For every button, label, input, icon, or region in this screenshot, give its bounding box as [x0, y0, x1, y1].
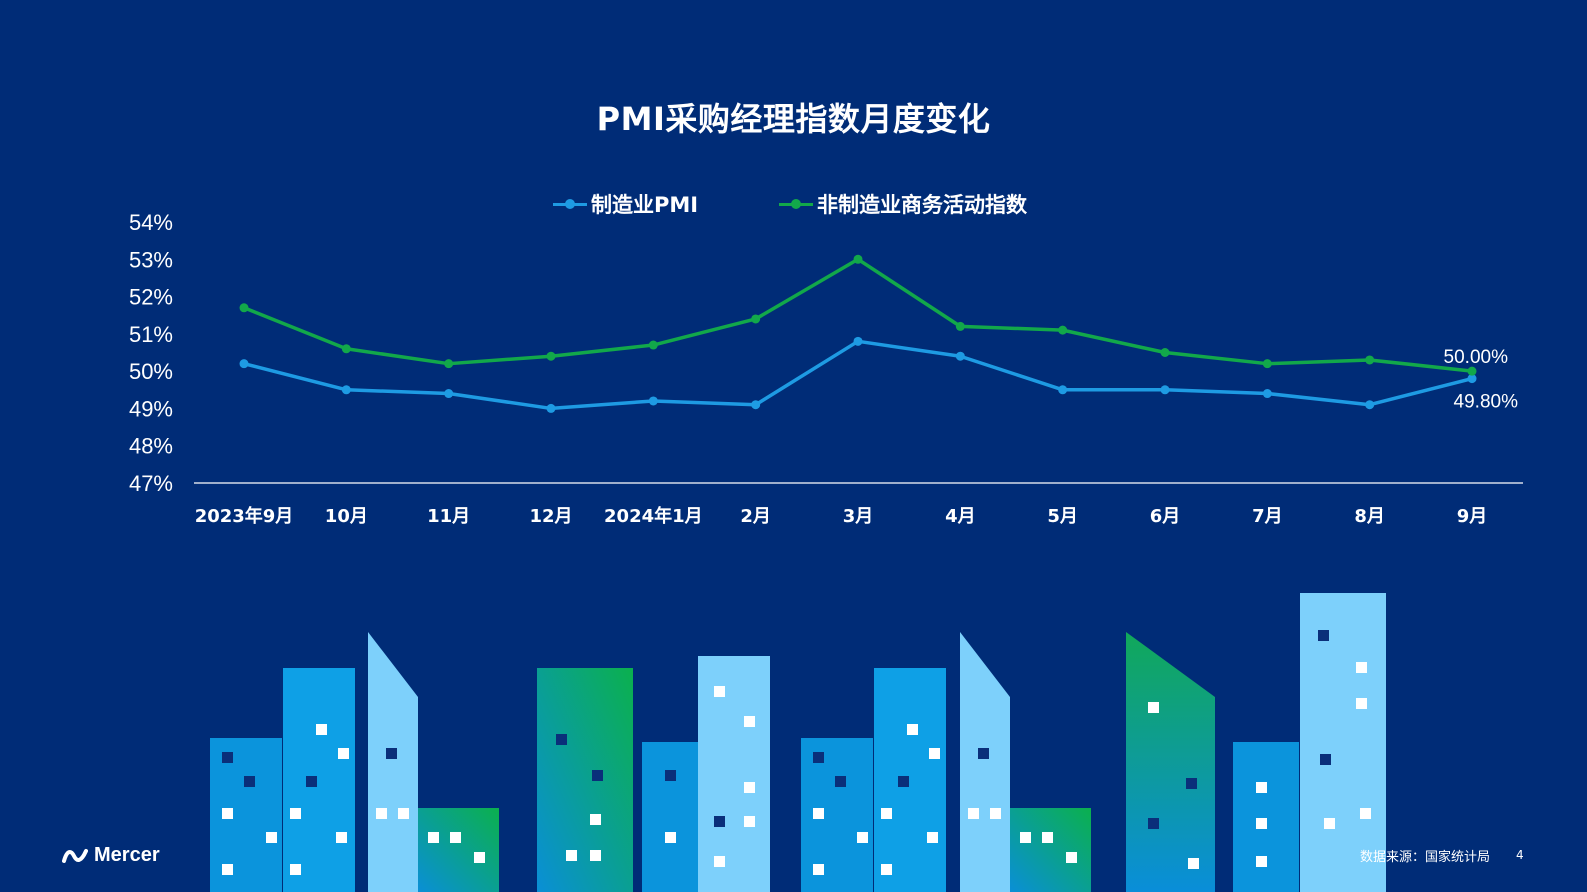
y-tick-label: 50%	[129, 359, 173, 384]
data-point	[1467, 374, 1477, 384]
data-point	[1058, 325, 1068, 335]
data-point	[1365, 355, 1375, 365]
x-tick-label: 3月	[843, 506, 874, 527]
end-labels: 49.80% 50.00%	[1444, 347, 1519, 412]
end-value-label: 50.00%	[1444, 347, 1509, 368]
legend-item-manufacturing: 制造业PMI	[553, 188, 698, 220]
legend-marker-manufacturing	[553, 199, 587, 209]
data-point	[1160, 348, 1170, 357]
data-point	[751, 314, 761, 324]
y-tick-label: 48%	[129, 434, 173, 459]
data-point	[546, 351, 556, 361]
data-point	[1262, 359, 1272, 369]
x-tick-label: 6月	[1150, 506, 1181, 527]
page-number: 4	[1516, 848, 1524, 862]
x-tick-label: 8月	[1354, 506, 1385, 527]
series-lines	[243, 257, 1473, 411]
data-point	[648, 340, 658, 350]
data-point	[444, 389, 454, 399]
x-axis-ticks: 2023年9月 10月 11月 12月 2024年1月 2月 3月 4月 5月 6月 7月 8月 9月	[195, 505, 1488, 527]
mercer-wordmark: Mercer	[94, 844, 160, 866]
data-point	[1467, 366, 1477, 376]
y-tick-label: 51%	[129, 322, 173, 347]
legend-label-non-manufacturing: 非制造业商务活动指数	[817, 193, 1027, 217]
chart-legend: 制造业PMI 非制造业商务活动指数	[0, 188, 1587, 220]
data-point	[1262, 389, 1272, 399]
y-tick-label: 47%	[129, 471, 173, 496]
data-point	[546, 403, 556, 413]
city-skyline-illustration	[210, 593, 1386, 892]
y-tick-label: 52%	[129, 285, 173, 310]
pmi-line-chart: 54% 53% 52% 51% 50% 49% 48% 47% 2023年9月 10月 11月 12…	[129, 210, 1523, 527]
x-tick-label: 9月	[1457, 506, 1488, 527]
data-source-note: 数据来源：国家统计局	[1360, 850, 1491, 865]
y-axis-ticks: 54% 53% 52% 51% 50% 49% 48% 47%	[129, 210, 173, 496]
end-value-label: 49.80%	[1454, 392, 1519, 413]
data-point	[955, 321, 965, 331]
x-tick-label: 2023年9月	[195, 505, 294, 527]
data-point	[751, 400, 761, 410]
y-tick-label: 53%	[129, 247, 173, 272]
data-point	[444, 359, 454, 369]
legend-label-manufacturing: 制造业PMI	[591, 193, 699, 217]
series-points	[239, 254, 1477, 413]
x-tick-label: 7月	[1252, 506, 1283, 527]
y-tick-label: 54%	[129, 210, 173, 235]
data-point	[239, 303, 249, 313]
data-point	[853, 254, 863, 264]
mercer-logo: Mercer	[62, 844, 160, 867]
data-point	[239, 359, 249, 369]
data-point	[648, 396, 658, 406]
x-tick-label: 5月	[1047, 506, 1078, 527]
data-point	[955, 351, 965, 361]
data-point	[1160, 385, 1170, 395]
x-tick-label: 2024年1月	[604, 505, 703, 527]
x-tick-label: 2月	[740, 506, 771, 527]
series-line-0	[243, 339, 1473, 411]
series-line-1	[243, 257, 1473, 373]
x-tick-label: 4月	[945, 506, 976, 527]
legend-marker-non-manufacturing	[779, 199, 813, 209]
data-point	[341, 385, 351, 395]
x-tick-label: 10月	[325, 506, 368, 527]
mercer-logo-icon	[62, 848, 88, 863]
data-point	[1365, 400, 1375, 410]
data-point	[853, 336, 863, 346]
y-tick-label: 49%	[129, 396, 173, 421]
data-point	[1058, 385, 1068, 395]
x-tick-label: 12月	[529, 506, 572, 527]
slide-title: PMI采购经理指数月度变化	[596, 100, 991, 138]
data-point	[341, 344, 351, 354]
legend-item-non-manufacturing: 非制造业商务活动指数	[779, 188, 1027, 220]
x-tick-label: 11月	[427, 506, 470, 527]
